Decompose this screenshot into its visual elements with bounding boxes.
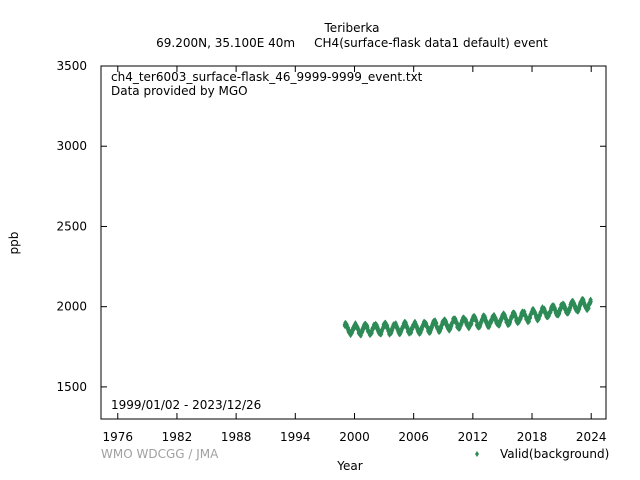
chart-title: Teriberka	[324, 21, 380, 35]
x-tick-label: 2018	[517, 430, 548, 444]
y-tick-label: 3500	[56, 59, 87, 73]
y-tick-label: 1500	[56, 380, 87, 394]
x-tick-label: 1988	[221, 430, 252, 444]
data-point	[588, 298, 593, 305]
date-range-annotation: 1999/01/02 - 2023/12/26	[111, 398, 261, 412]
x-tick-label: 1976	[102, 430, 133, 444]
watermark: WMO WDCGG / JMA	[101, 447, 219, 461]
x-tick-label: 1982	[162, 430, 193, 444]
y-tick-label: 3000	[56, 139, 87, 153]
x-axis-label: Year	[336, 459, 362, 473]
y-axis: 1500 2000 2500 3000 3500	[56, 59, 606, 394]
x-axis: 1976 1982 1988 1994 2000 2006 2012 2018 2024	[102, 66, 606, 444]
legend: Valid(background)	[475, 447, 609, 461]
provider-annotation: Data provided by MGO	[111, 84, 248, 98]
x-tick-label: 2012	[458, 430, 489, 444]
x-tick-label: 1994	[280, 430, 311, 444]
x-tick-label: 2024	[576, 430, 607, 444]
x-tick-label: 2000	[339, 430, 370, 444]
x-tick-label: 2006	[398, 430, 429, 444]
y-axis-label: ppb	[7, 232, 21, 255]
legend-marker	[475, 451, 479, 457]
chart-subtitle: 69.200N, 35.100E 40m CH4(surface-flask d…	[156, 36, 548, 50]
data-points	[342, 295, 593, 339]
y-tick-label: 2000	[56, 300, 87, 314]
y-tick-label: 2500	[56, 219, 87, 233]
filename-annotation: ch4_ter6003_surface-flask_46_9999-9999_e…	[111, 70, 423, 84]
legend-label: Valid(background)	[500, 447, 609, 461]
plot-frame	[100, 65, 607, 420]
